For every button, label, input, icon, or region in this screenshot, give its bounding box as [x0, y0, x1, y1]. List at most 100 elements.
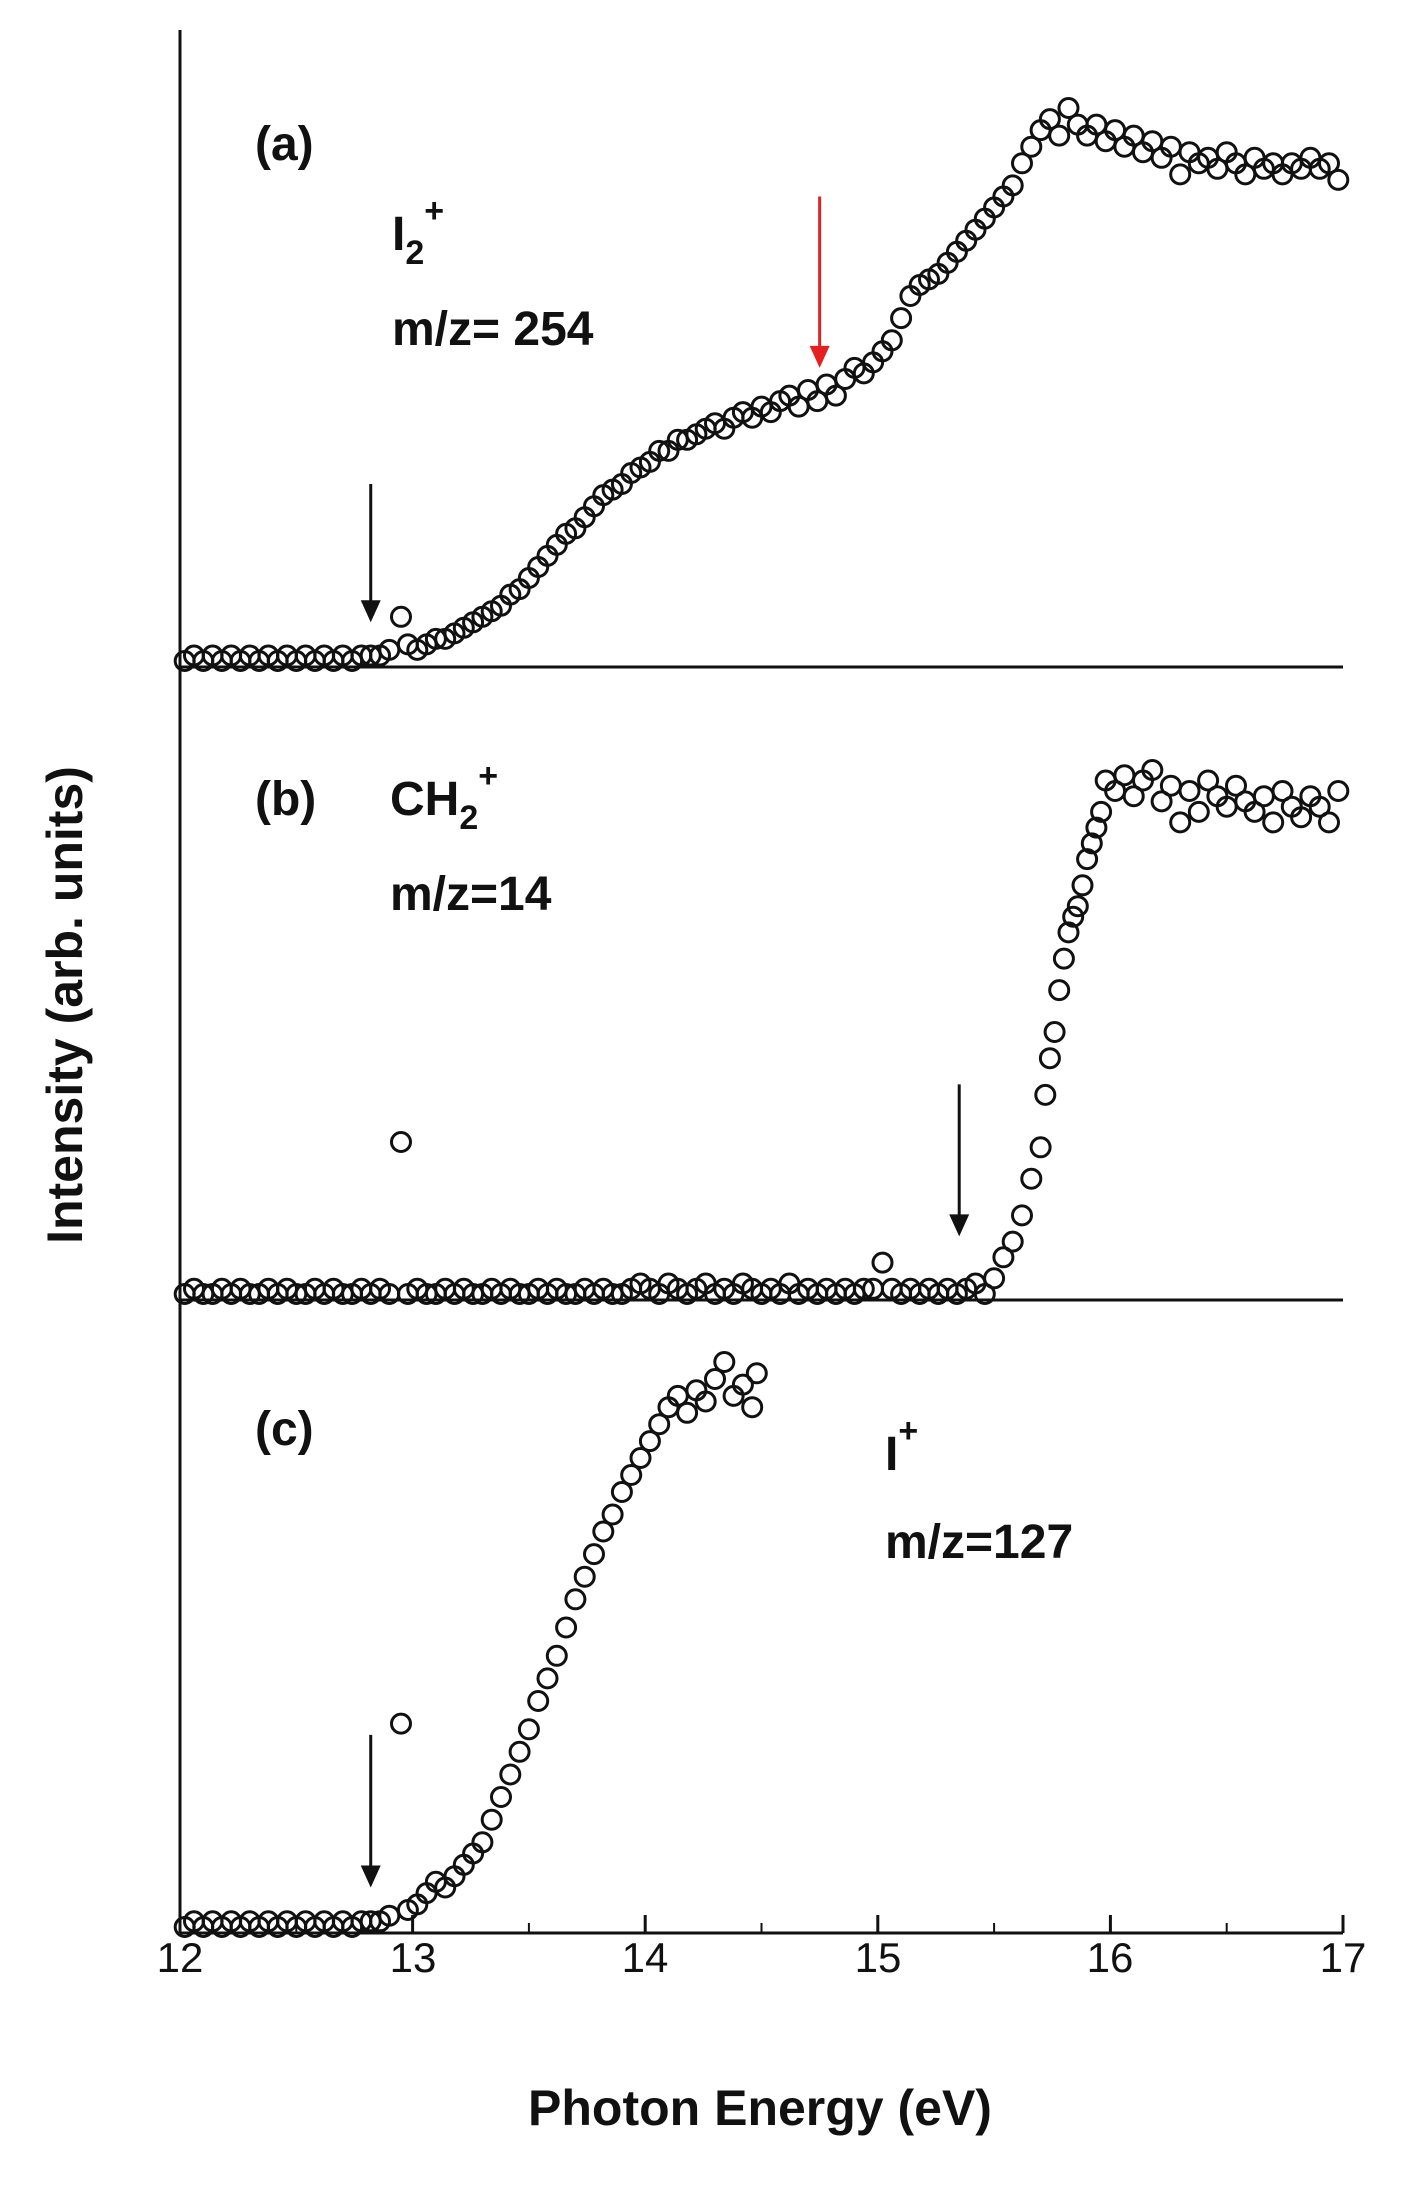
panel-c-ion-base: I	[885, 1428, 898, 1481]
panel-a-data-point	[1011, 152, 1033, 175]
panel-b-data-point	[973, 1283, 996, 1305]
panel-c-data-point	[745, 1362, 768, 1385]
panel-b-data-point	[1080, 832, 1103, 855]
panel-b-data-point	[871, 1251, 894, 1274]
panel-b-data-point	[1034, 1083, 1057, 1106]
panel-b-data-point	[1001, 1230, 1024, 1253]
panel-c-data-point	[471, 1831, 494, 1854]
panel-b-ion-label: CH2+	[390, 757, 498, 837]
panel-b-arrow-1	[949, 1084, 970, 1237]
panel-b-label: (b)	[255, 773, 316, 826]
panel-a-data-point	[1169, 163, 1192, 186]
x-tick-label-17: 17	[1320, 1934, 1367, 1981]
panel-b-data-point	[1020, 1167, 1043, 1190]
panel-c-data-point	[731, 1373, 754, 1396]
panel-c-data-point	[592, 1520, 615, 1543]
panel-b-data-point	[1043, 1021, 1066, 1043]
panel-b-data-point	[390, 1131, 412, 1153]
panel-a-label: (a)	[255, 118, 314, 171]
panel-b-series	[173, 759, 1350, 1305]
panel-b-data-point	[1011, 1204, 1033, 1227]
x-tick-label-15: 15	[855, 1934, 902, 1981]
panel-a-data-point	[890, 307, 913, 330]
panel-c-data-point	[527, 1690, 550, 1712]
panel-b-ion-base: CH	[390, 773, 459, 826]
panel-a-ion-subscript: 2	[405, 234, 424, 272]
panel-a-data-point	[390, 605, 412, 628]
panel-b-data-point	[1113, 764, 1136, 787]
panel-c-data-point	[583, 1543, 605, 1566]
panel-b-mz-label: m/z=14	[390, 868, 552, 921]
arrow-head	[360, 1865, 381, 1888]
panel-c-data-point	[480, 1808, 503, 1831]
panel-b-data-point	[1052, 947, 1075, 970]
panel-b-data-point	[1327, 780, 1350, 802]
panel-c-arrow-1	[360, 1734, 381, 1888]
panel-b-data-point	[1243, 800, 1266, 823]
panel-c-data-point	[629, 1447, 652, 1469]
panel-a-data-point	[1038, 108, 1061, 131]
panel-b-ion-subscript: 2	[459, 799, 478, 837]
panels-layer	[173, 97, 1350, 1938]
panel-b-data-point	[1197, 769, 1220, 792]
panel-b-data-point	[1252, 785, 1275, 808]
arrow-head	[360, 600, 381, 623]
panel-b-data-point	[1066, 895, 1089, 918]
panel-b-data-point	[1187, 800, 1210, 823]
panel-c-data-point	[694, 1390, 717, 1413]
panel-b-data-point	[1085, 816, 1108, 839]
panel-c-data-point	[545, 1644, 568, 1667]
x-tick-label-16: 16	[1087, 1934, 1134, 1981]
x-tick-label-12: 12	[157, 1934, 204, 1981]
panel-c-data-point	[610, 1481, 633, 1503]
panel-c-ion-superscript: +	[898, 1412, 918, 1450]
panel-b-data-point	[1308, 795, 1331, 818]
panel-c-series	[173, 1351, 768, 1938]
panel-b-data-point	[1169, 811, 1192, 834]
panel-c-data-point	[620, 1464, 643, 1486]
panel-b-data-point	[1038, 1047, 1061, 1070]
panel-b-data-point	[992, 1246, 1015, 1269]
panel-b-data-point	[852, 1277, 875, 1300]
panel-b-data-point	[1071, 874, 1094, 897]
panel-c-data-point	[638, 1430, 661, 1453]
y-axis-title: Intensity (arb. units)	[37, 766, 93, 1244]
panel-c-data-point	[573, 1565, 596, 1588]
panel-c-data-point	[564, 1588, 587, 1611]
panel-c-data-point	[676, 1401, 699, 1424]
panel-c-ion-label: I+	[885, 1412, 918, 1481]
axes-layer	[178, 30, 1345, 1935]
panel-b-data-point	[1318, 811, 1340, 834]
panel-b-data-point	[1122, 785, 1145, 808]
panel-a-data-point	[824, 384, 847, 407]
panel-a-data-point	[1001, 174, 1024, 197]
panel-b-data-point	[1290, 806, 1313, 829]
panel-b-data-point	[1141, 759, 1164, 781]
panel-a-data-point	[648, 439, 671, 462]
panel-b-data-point	[1090, 800, 1113, 823]
panel-c-label: (c)	[255, 1403, 314, 1456]
panel-b-data-point	[1178, 780, 1201, 802]
panel-b-data-point	[1271, 780, 1294, 802]
panel-a-data-point	[1048, 124, 1071, 147]
panel-a-arrow-2	[809, 196, 830, 368]
panel-b-data-point	[1057, 921, 1080, 944]
panel-b-data-point	[1048, 979, 1071, 1002]
panel-c-data-point	[648, 1413, 671, 1436]
panel-c-mz-label: m/z=127	[885, 1516, 1073, 1569]
panel-b-data-point	[1062, 905, 1085, 928]
panel-b-data-point	[1029, 1136, 1052, 1159]
panel-c-data-point	[601, 1503, 624, 1526]
panel-a-series	[173, 97, 1350, 672]
panel-a-arrow-1	[360, 484, 381, 623]
panel-c-data-point	[555, 1616, 578, 1639]
panel-c-data-point	[390, 1712, 412, 1735]
panel-c-data-point	[517, 1718, 540, 1741]
panel-c-data-point	[536, 1667, 559, 1690]
panel-a-data-point	[1020, 135, 1043, 158]
arrow-head	[949, 1214, 970, 1237]
panel-a-data-point	[1318, 152, 1340, 175]
panel-c-data-point	[490, 1786, 512, 1808]
arrow-head	[809, 345, 830, 368]
